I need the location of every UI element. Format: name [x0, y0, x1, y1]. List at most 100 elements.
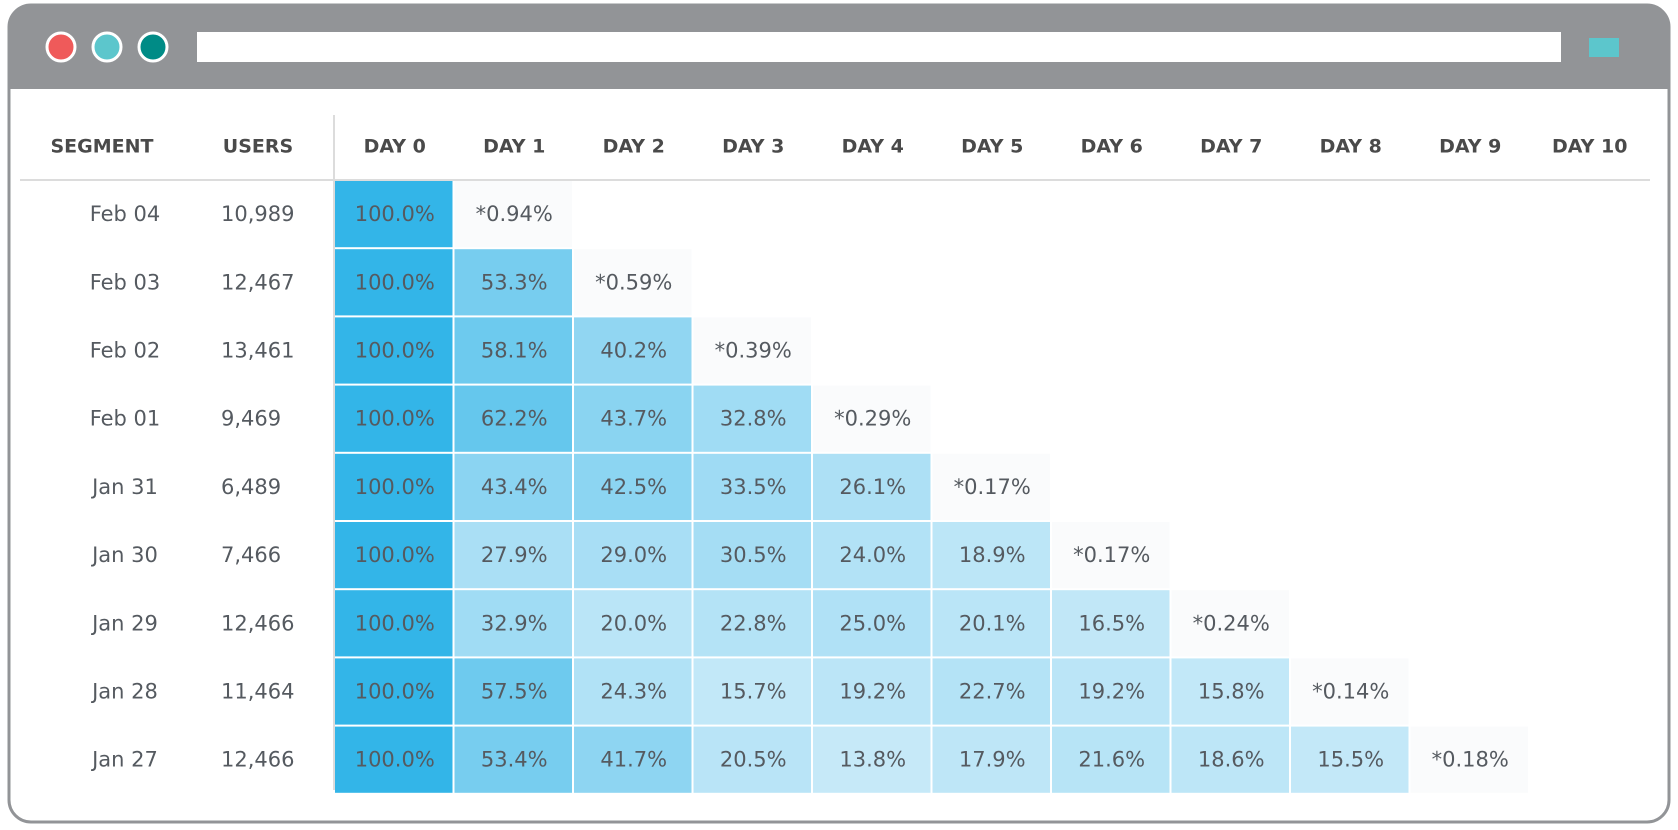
cohort-cell [574, 726, 692, 793]
menu-icon[interactable] [1589, 38, 1619, 57]
cohort-cell [813, 453, 931, 520]
segment-label: Jan 27 [90, 748, 158, 772]
cohort-value: 53.4% [481, 748, 548, 772]
cohort-value: 32.8% [720, 407, 787, 431]
cohort-cell [932, 453, 1050, 520]
users-count: 11,464 [221, 680, 294, 704]
cohort-cell [574, 385, 692, 452]
cohort-cell [454, 181, 572, 248]
cohort-cell [932, 522, 1050, 589]
cohort-value: *0.17% [1073, 543, 1150, 567]
column-header: DAY 4 [842, 136, 904, 158]
segment-label: Feb 04 [90, 202, 161, 226]
cohort-cell [335, 658, 453, 725]
cohort-cell [574, 522, 692, 589]
cohort-value: 18.9% [959, 543, 1026, 567]
cohort-value: 100.0% [355, 748, 435, 772]
cohort-cell [454, 249, 572, 316]
cohort-value: *0.17% [954, 475, 1031, 499]
cohort-cell [454, 522, 572, 589]
cohort-value: 41.7% [600, 748, 667, 772]
users-count: 9,469 [221, 407, 281, 431]
cohort-value: 100.0% [355, 543, 435, 567]
cohort-cell [454, 726, 572, 793]
cohort-cell [574, 317, 692, 384]
close-button[interactable] [45, 31, 77, 63]
cohort-value: 19.2% [839, 680, 906, 704]
column-header: DAY 7 [1200, 136, 1262, 158]
users-count: 13,461 [221, 339, 294, 363]
segment-label: Feb 01 [90, 407, 161, 431]
cohort-cell [813, 522, 931, 589]
column-header: SEGMENT [50, 136, 153, 158]
cohort-value: 24.0% [839, 543, 906, 567]
cohort-cell [1052, 726, 1170, 793]
cohort-cell [693, 658, 811, 725]
column-header: DAY 10 [1552, 136, 1627, 158]
minimize-button[interactable] [91, 31, 123, 63]
column-header: USERS [223, 136, 293, 158]
cohort-value: 100.0% [355, 270, 435, 294]
cohort-cell [335, 726, 453, 793]
cohort-cell [1171, 658, 1289, 725]
segment-label: Feb 02 [90, 339, 161, 363]
cohort-value: 25.0% [839, 611, 906, 635]
cohort-cell [335, 181, 453, 248]
cohort-cell [574, 590, 692, 657]
cohort-value: 30.5% [720, 543, 787, 567]
cohort-cell [932, 590, 1050, 657]
cohort-cell [1052, 590, 1170, 657]
cohort-cell [335, 249, 453, 316]
cohort-cell [574, 453, 692, 520]
cohort-cell [813, 726, 931, 793]
column-header: DAY 6 [1081, 136, 1143, 158]
cohort-value: 20.5% [720, 748, 787, 772]
cohort-cell [1052, 522, 1170, 589]
cohort-value: 22.8% [720, 611, 787, 635]
users-count: 12,466 [221, 748, 294, 772]
column-header: DAY 1 [483, 136, 545, 158]
cohort-value: 62.2% [481, 407, 548, 431]
cohort-cell [335, 385, 453, 452]
column-header: DAY 2 [603, 136, 665, 158]
cohort-cell [1171, 726, 1289, 793]
cohort-value: 32.9% [481, 611, 548, 635]
cohort-cell [932, 658, 1050, 725]
maximize-button[interactable] [137, 31, 169, 63]
segment-label: Jan 29 [90, 611, 158, 635]
cohort-cell [693, 726, 811, 793]
cohort-cell [693, 522, 811, 589]
cohort-cell [335, 522, 453, 589]
cohort-value: 20.1% [959, 611, 1026, 635]
cohort-value: 15.5% [1317, 748, 1384, 772]
users-count: 10,989 [221, 202, 294, 226]
cohort-cell [1171, 590, 1289, 657]
cohort-value: 58.1% [481, 339, 548, 363]
cohort-cell [693, 453, 811, 520]
cohort-value: 100.0% [355, 407, 435, 431]
cohort-cell [454, 658, 572, 725]
cohort-value: 100.0% [355, 680, 435, 704]
segment-label: Feb 03 [90, 270, 161, 294]
cohort-value: *0.59% [595, 270, 672, 294]
cohort-cell [335, 590, 453, 657]
cohort-value: 43.7% [600, 407, 667, 431]
cohort-value: 19.2% [1078, 680, 1145, 704]
cohort-value: 42.5% [600, 475, 667, 499]
cohort-value: *0.18% [1432, 748, 1509, 772]
cohort-value: 100.0% [355, 611, 435, 635]
column-header: DAY 3 [722, 136, 784, 158]
cohort-value: 57.5% [481, 680, 548, 704]
cohort-value: *0.94% [476, 202, 553, 226]
cohort-cell [335, 453, 453, 520]
segment-label: Jan 28 [90, 680, 158, 704]
cohort-value: *0.24% [1193, 611, 1270, 635]
address-bar[interactable] [197, 32, 1561, 62]
users-count: 7,466 [221, 543, 281, 567]
cohort-value: 15.8% [1198, 680, 1265, 704]
cohort-value: 53.3% [481, 270, 548, 294]
cohort-cell [574, 658, 692, 725]
cohort-value: *0.29% [834, 407, 911, 431]
cohort-cell [574, 249, 692, 316]
